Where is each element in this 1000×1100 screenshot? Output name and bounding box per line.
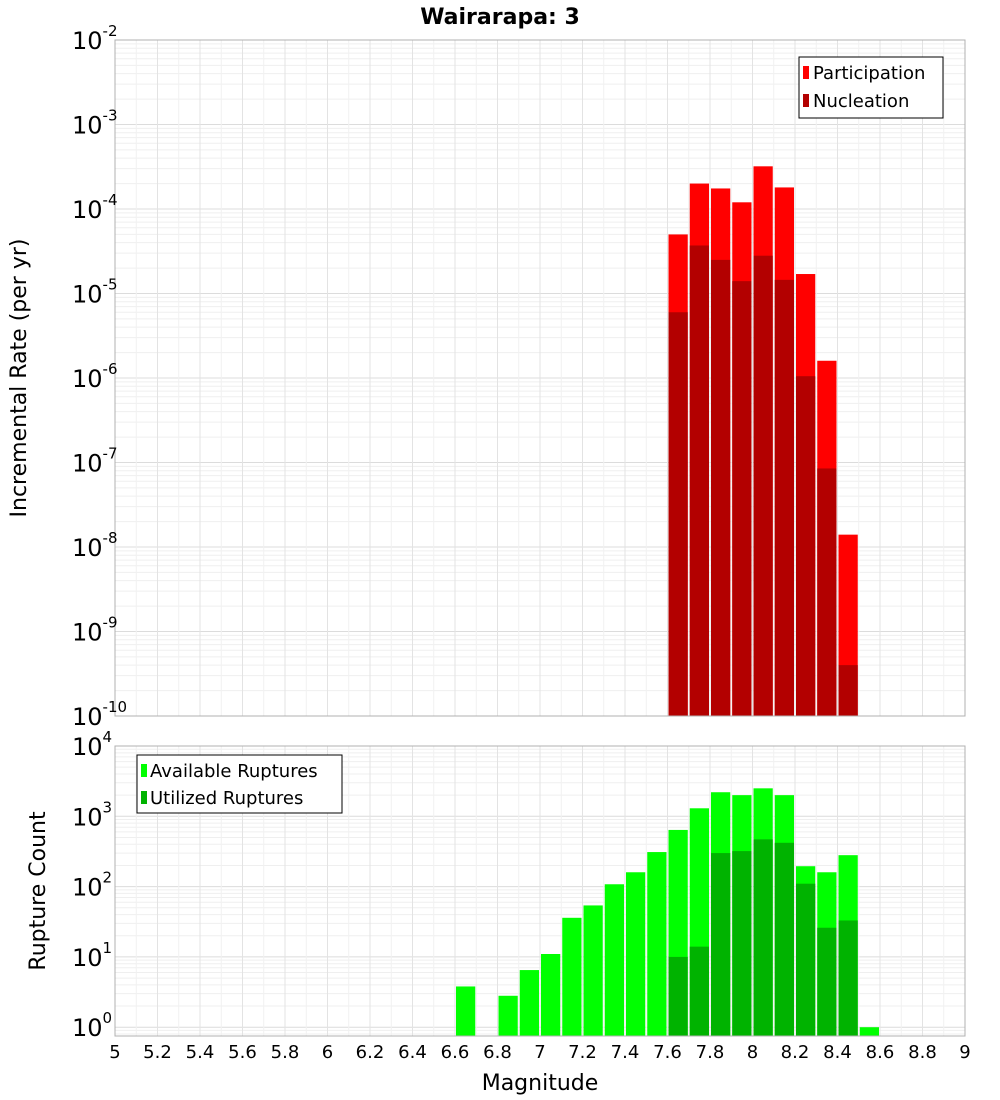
nucleation-bar [668, 312, 688, 716]
available-ruptures-bar [626, 872, 646, 1036]
x-tick-label: 9 [959, 1042, 970, 1063]
bottom-legend: Available Ruptures Utilized Ruptures [136, 754, 343, 814]
x-tick-label: 8.6 [866, 1042, 895, 1063]
top-gridlines [114, 39, 966, 717]
available-ruptures-bar [647, 852, 667, 1036]
utilized-ruptures-bar [774, 842, 794, 1036]
y-tick-label: 10-9 [72, 614, 118, 647]
y-tick-label: 104 [72, 728, 112, 761]
nucleation-bar [774, 279, 794, 716]
bottom-y-tick-labels: 100 101 102 103 104 [72, 728, 112, 1042]
top-y-tick-labels: 10-10 10-9 10-8 10-7 10-6 10-5 10-4 10-3 10-2 [72, 22, 127, 731]
nucleation-bar [753, 255, 773, 716]
top-bars [668, 166, 858, 717]
bottom-bars [456, 788, 879, 1036]
bottom-y-axis-label: Rupture Count [26, 811, 51, 971]
utilized-ruptures-bar [732, 851, 752, 1036]
x-axis-label: Magnitude [482, 1071, 599, 1096]
bottom-legend-box [136, 754, 343, 814]
nucleation-bar [838, 665, 858, 716]
available-ruptures-bar [498, 995, 518, 1036]
top-y-axis-label: Incremental Rate (per yr) [7, 239, 32, 518]
y-tick-label: 10-2 [72, 22, 118, 55]
y-tick-label: 10-10 [72, 698, 127, 731]
nucleation-bar [711, 259, 731, 716]
legend-nucleation-label: Nucleation [813, 91, 909, 112]
top-legend: Participation Nucleation [798, 56, 944, 119]
available-ruptures-bar [519, 970, 539, 1036]
chart-title: Wairarapa: 3 [420, 5, 580, 30]
available-ruptures-bar [583, 905, 603, 1036]
x-tick-label: 6.4 [398, 1042, 427, 1063]
utilized-ruptures-bar [838, 920, 858, 1036]
x-tick-labels: 5 5.2 5.4 5.6 5.8 6 6.2 6.4 6.6 6.8 7 7.2 7.4 7.6 7.8 8… [109, 1042, 970, 1063]
legend-utilized-swatch [141, 791, 147, 804]
x-tick-label: 5 [109, 1042, 120, 1063]
nucleation-bar [817, 468, 837, 716]
y-tick-label: 10-7 [72, 445, 118, 478]
x-tick-label: 5.2 [143, 1042, 172, 1063]
y-tick-label: 10-3 [72, 107, 118, 140]
y-tick-label: 100 [72, 1009, 112, 1042]
top-panel: 10-10 10-9 10-8 10-7 10-6 10-5 10-4 10-3 10-2 In… [7, 22, 966, 731]
utilized-ruptures-bar [817, 927, 837, 1036]
y-tick-label: 10-8 [72, 529, 118, 562]
x-tick-label: 8 [747, 1042, 758, 1063]
utilized-ruptures-bar [796, 883, 816, 1036]
x-tick-label: 6.2 [356, 1042, 385, 1063]
y-tick-label: 103 [72, 798, 112, 831]
x-tick-label: 7.4 [611, 1042, 640, 1063]
x-tick-label: 8.4 [823, 1042, 852, 1063]
x-tick-label: 6 [322, 1042, 333, 1063]
legend-nucleation-swatch [803, 94, 809, 107]
x-tick-label: 5.6 [228, 1042, 257, 1063]
available-ruptures-bar [456, 986, 476, 1036]
top-legend-box [798, 56, 944, 119]
nucleation-bar [796, 376, 816, 716]
utilized-ruptures-bar [668, 956, 688, 1036]
x-tick-label: 7 [534, 1042, 545, 1063]
legend-available-label: Available Ruptures [150, 761, 318, 782]
utilized-ruptures-bar [711, 853, 731, 1036]
nucleation-bar [689, 245, 709, 717]
y-tick-label: 10-6 [72, 360, 118, 393]
x-tick-label: 5.8 [271, 1042, 300, 1063]
y-tick-label: 102 [72, 869, 112, 902]
available-ruptures-bar [604, 884, 624, 1036]
y-tick-label: 10-4 [72, 191, 118, 224]
x-tick-label: 6.8 [483, 1042, 512, 1063]
y-tick-label: 10-5 [72, 276, 118, 309]
nucleation-bar [732, 281, 752, 716]
x-tick-label: 7.6 [653, 1042, 682, 1063]
legend-available-swatch [141, 764, 147, 777]
x-tick-label: 8.8 [908, 1042, 937, 1063]
legend-utilized-label: Utilized Ruptures [150, 788, 303, 809]
y-tick-label: 101 [72, 939, 112, 972]
top-plot-border [114, 39, 966, 717]
available-ruptures-bar [562, 917, 582, 1036]
x-tick-label: 7.2 [568, 1042, 597, 1063]
available-ruptures-bar [859, 1027, 879, 1036]
bottom-panel: 100 101 102 103 104 5 5.2 5.4 5.6 5.8 6 6.2 6.4 6.6 6… [26, 728, 971, 1096]
utilized-ruptures-bar [753, 839, 773, 1036]
utilized-ruptures-bar [689, 946, 709, 1036]
x-tick-label: 5.4 [186, 1042, 215, 1063]
legend-participation-swatch [803, 66, 809, 79]
available-ruptures-bar [541, 954, 561, 1036]
x-tick-label: 6.6 [441, 1042, 470, 1063]
x-tick-label: 7.8 [696, 1042, 725, 1063]
x-tick-label: 8.2 [781, 1042, 810, 1063]
bottom-plot-border [114, 745, 966, 1037]
legend-participation-label: Participation [813, 63, 925, 84]
